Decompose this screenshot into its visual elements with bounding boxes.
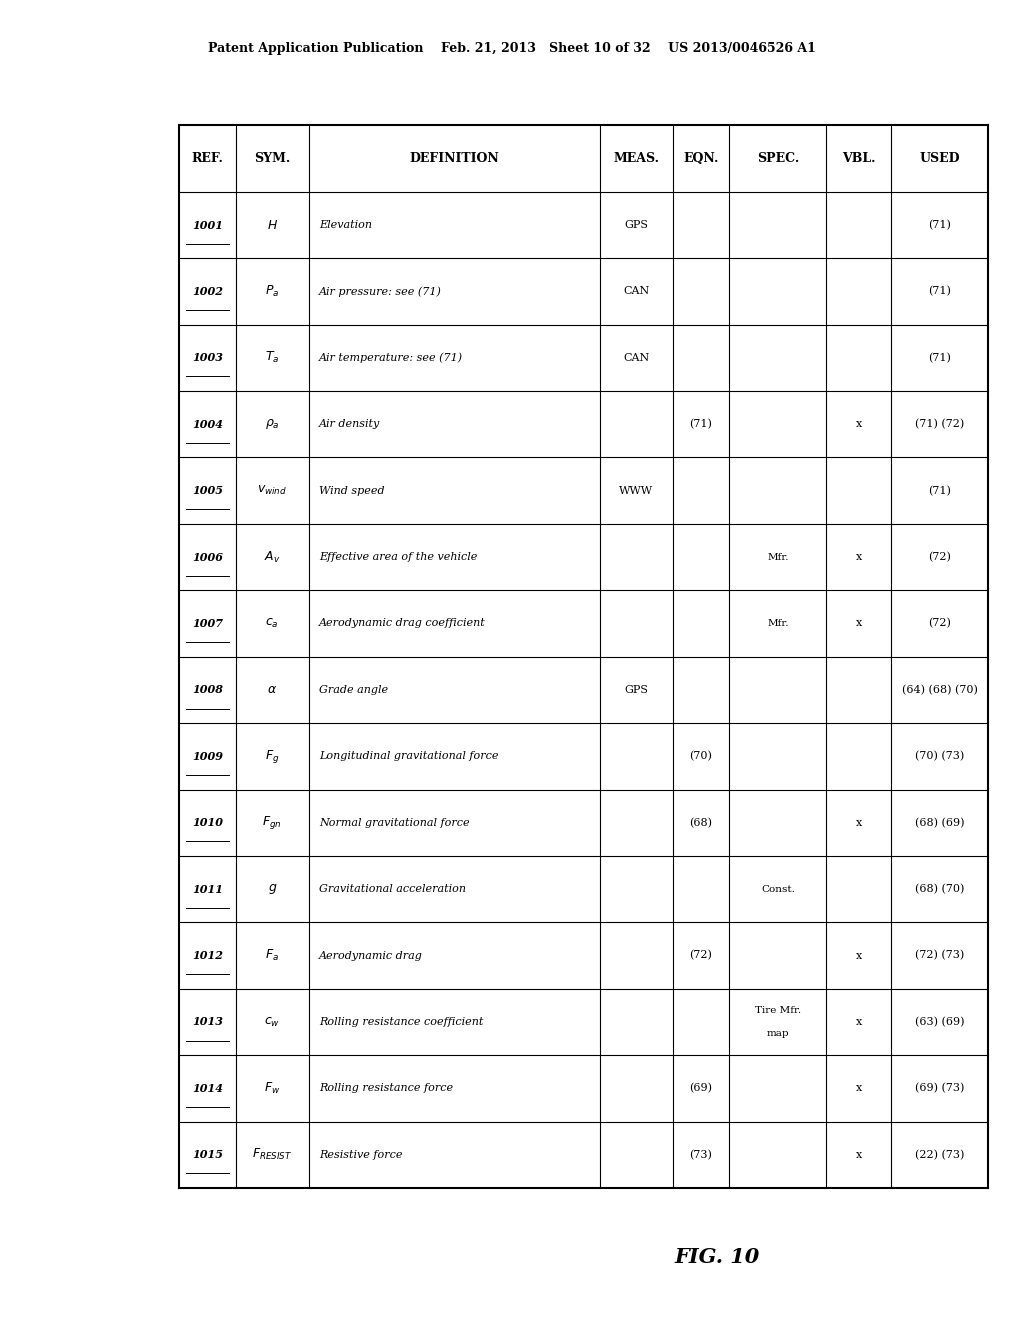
Text: $F_w$: $F_w$ <box>264 1081 281 1096</box>
Text: (71): (71) <box>928 220 951 230</box>
Text: Air temperature: see (71): Air temperature: see (71) <box>318 352 463 363</box>
Text: $c_w$: $c_w$ <box>264 1015 281 1028</box>
Text: (72): (72) <box>928 552 951 562</box>
Text: $F_a$: $F_a$ <box>265 948 280 964</box>
Text: (68) (70): (68) (70) <box>914 884 965 895</box>
Text: EQN.: EQN. <box>683 152 719 165</box>
Text: FIG. 10: FIG. 10 <box>674 1246 760 1267</box>
Text: Air pressure: see (71): Air pressure: see (71) <box>318 286 441 297</box>
Text: 1007: 1007 <box>193 618 223 630</box>
Text: REF.: REF. <box>191 152 223 165</box>
Text: GPS: GPS <box>625 685 648 694</box>
Text: 1002: 1002 <box>193 286 223 297</box>
Text: Rolling resistance coefficient: Rolling resistance coefficient <box>318 1016 483 1027</box>
Text: 1013: 1013 <box>193 1016 223 1027</box>
Text: SPEC.: SPEC. <box>757 152 799 165</box>
Text: Gravitational acceleration: Gravitational acceleration <box>318 884 466 894</box>
Text: Mfr.: Mfr. <box>767 553 788 561</box>
Text: 1012: 1012 <box>193 950 223 961</box>
Text: (71): (71) <box>928 286 951 297</box>
Text: Rolling resistance force: Rolling resistance force <box>318 1084 453 1093</box>
Text: DEFINITION: DEFINITION <box>410 152 499 165</box>
Text: (64) (68) (70): (64) (68) (70) <box>902 685 978 696</box>
Text: Aerodynamic drag coefficient: Aerodynamic drag coefficient <box>318 619 485 628</box>
Text: WWW: WWW <box>620 486 653 496</box>
Text: $c_a$: $c_a$ <box>265 616 280 630</box>
Text: Longitudinal gravitational force: Longitudinal gravitational force <box>318 751 499 762</box>
Text: Aerodynamic drag: Aerodynamic drag <box>318 950 423 961</box>
Text: Effective area of the vehicle: Effective area of the vehicle <box>318 552 477 562</box>
Text: 1003: 1003 <box>193 352 223 363</box>
Text: $v_{wind}$: $v_{wind}$ <box>257 484 288 498</box>
Text: $A_v$: $A_v$ <box>264 549 281 565</box>
Text: (68): (68) <box>689 817 713 828</box>
Text: x: x <box>856 950 862 961</box>
Text: x: x <box>856 552 862 562</box>
Text: $F_{gn}$: $F_{gn}$ <box>262 814 282 832</box>
Text: Patent Application Publication    Feb. 21, 2013   Sheet 10 of 32    US 2013/0046: Patent Application Publication Feb. 21, … <box>208 42 816 55</box>
Text: $H$: $H$ <box>266 219 278 231</box>
Text: 1001: 1001 <box>193 219 223 231</box>
Text: 1004: 1004 <box>193 418 223 430</box>
Text: x: x <box>856 817 862 828</box>
Text: x: x <box>856 420 862 429</box>
Text: $T_a$: $T_a$ <box>265 350 280 366</box>
Text: USED: USED <box>920 152 959 165</box>
Text: CAN: CAN <box>624 286 649 297</box>
Text: (72): (72) <box>689 950 713 961</box>
Text: (70) (73): (70) (73) <box>915 751 965 762</box>
Text: 1010: 1010 <box>193 817 223 828</box>
Text: (22) (73): (22) (73) <box>914 1150 965 1160</box>
Text: Air density: Air density <box>318 420 380 429</box>
Text: Const.: Const. <box>761 884 795 894</box>
Text: (69): (69) <box>689 1084 713 1093</box>
Text: SYM.: SYM. <box>254 152 291 165</box>
Text: $g$: $g$ <box>267 882 276 896</box>
Text: 1015: 1015 <box>193 1150 223 1160</box>
Text: VBL.: VBL. <box>842 152 876 165</box>
Text: map: map <box>767 1030 790 1039</box>
Text: (68) (69): (68) (69) <box>914 817 965 828</box>
Text: Grade angle: Grade angle <box>318 685 388 694</box>
Text: Elevation: Elevation <box>318 220 372 230</box>
Text: Wind speed: Wind speed <box>318 486 384 496</box>
Text: (71): (71) <box>928 486 951 496</box>
Text: (70): (70) <box>689 751 713 762</box>
Text: (71) (72): (71) (72) <box>915 420 965 429</box>
Text: x: x <box>856 619 862 628</box>
Text: 1005: 1005 <box>193 486 223 496</box>
Text: (69) (73): (69) (73) <box>914 1084 965 1093</box>
Text: (72) (73): (72) (73) <box>915 950 965 961</box>
Text: 1011: 1011 <box>193 883 223 895</box>
Text: x: x <box>856 1084 862 1093</box>
Text: $P_a$: $P_a$ <box>265 284 280 300</box>
Text: (71): (71) <box>928 352 951 363</box>
Text: x: x <box>856 1150 862 1160</box>
Text: (71): (71) <box>689 420 713 429</box>
Text: Tire Mfr.: Tire Mfr. <box>755 1006 801 1015</box>
Text: 1006: 1006 <box>193 552 223 562</box>
Text: Normal gravitational force: Normal gravitational force <box>318 817 469 828</box>
Text: GPS: GPS <box>625 220 648 230</box>
Text: x: x <box>856 1016 862 1027</box>
Text: (73): (73) <box>689 1150 713 1160</box>
Text: (72): (72) <box>928 618 951 628</box>
Text: 1014: 1014 <box>193 1082 223 1094</box>
Text: $F_g$: $F_g$ <box>265 748 280 764</box>
Text: 1009: 1009 <box>193 751 223 762</box>
Text: 1008: 1008 <box>193 684 223 696</box>
Text: CAN: CAN <box>624 352 649 363</box>
Text: $\rho_a$: $\rho_a$ <box>265 417 280 432</box>
Text: $\alpha$: $\alpha$ <box>267 684 278 697</box>
Text: Mfr.: Mfr. <box>767 619 788 628</box>
Text: Resistive force: Resistive force <box>318 1150 402 1160</box>
Text: (63) (69): (63) (69) <box>914 1016 965 1027</box>
Text: $F_{RESIST}$: $F_{RESIST}$ <box>252 1147 293 1163</box>
Text: MEAS.: MEAS. <box>613 152 659 165</box>
